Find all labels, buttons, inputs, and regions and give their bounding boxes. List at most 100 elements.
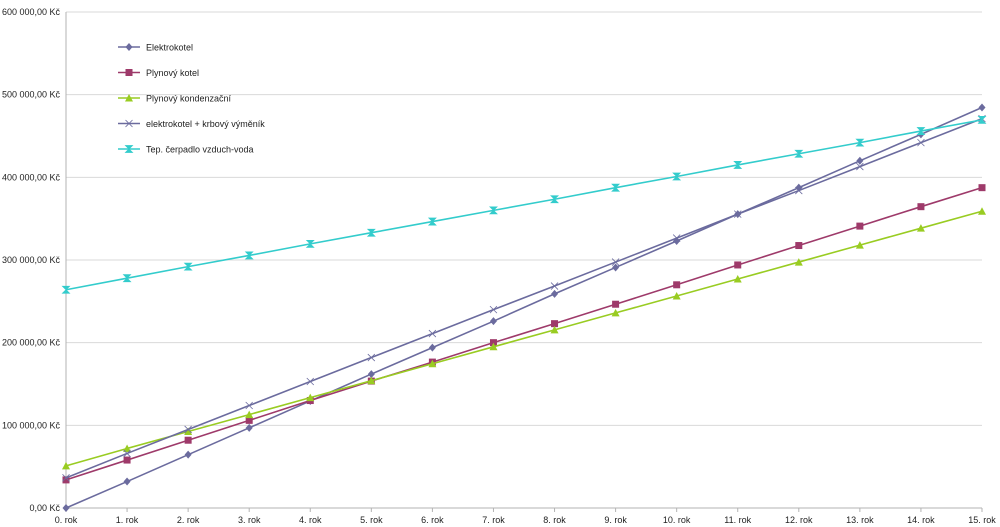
x-tick-label: 12. rok <box>785 515 813 525</box>
y-tick-label: 500 000,00 Kč <box>2 90 61 100</box>
y-tick-label: 600 000,00 Kč <box>2 7 61 17</box>
legend-item: Elektrokotel <box>118 43 193 53</box>
y-tick-label: 0,00 Kč <box>29 503 60 513</box>
x-tick-label: 0. rok <box>55 515 78 525</box>
data-point <box>306 393 315 402</box>
legend-label: Plynový kotel <box>146 68 199 78</box>
x-tick-label: 4. rok <box>299 515 322 525</box>
series-line <box>65 106 983 509</box>
legend-item: elektrokotel + krbový výměník <box>118 119 265 129</box>
x-tick-label: 14. rok <box>907 515 935 525</box>
data-point <box>672 234 681 242</box>
x-tick-label: 8. rok <box>543 515 566 525</box>
data-point <box>428 359 437 368</box>
legend-label: elektrokotel + krbový výměník <box>146 119 265 129</box>
data-point <box>855 138 865 147</box>
data-point <box>489 317 497 326</box>
data-point <box>856 222 864 230</box>
y-tick-label: 100 000,00 Kč <box>2 420 61 430</box>
legend-marker <box>125 94 133 102</box>
data-point <box>612 263 620 272</box>
data-point <box>551 289 559 298</box>
data-point <box>550 325 559 334</box>
x-tick-label: 6. rok <box>421 515 444 525</box>
legend-marker <box>125 43 133 51</box>
series-group <box>61 103 987 512</box>
data-point <box>612 300 620 308</box>
data-point <box>978 103 986 112</box>
data-point <box>183 262 193 271</box>
data-point <box>489 305 498 314</box>
data-point <box>978 207 986 215</box>
gridlines <box>66 11 982 509</box>
x-tick-label: 9. rok <box>604 515 627 525</box>
legend-item: Plynový kondenzační <box>118 94 232 104</box>
legend-item: Plynový kotel <box>118 68 199 78</box>
x-tick-label: 7. rok <box>482 515 505 525</box>
data-point <box>550 195 559 204</box>
legend: Elektrokotel Plynový kotel Plynový kondenz… <box>118 43 265 155</box>
x-tick-label: 13. rok <box>846 515 874 525</box>
data-point <box>245 410 254 419</box>
data-point <box>855 241 864 249</box>
x-tick-label: 1. rok <box>116 515 139 525</box>
data-point <box>489 342 498 351</box>
data-point <box>62 474 70 482</box>
data-point <box>184 427 193 436</box>
data-point <box>305 239 315 248</box>
data-point <box>550 282 559 290</box>
data-point <box>123 456 131 464</box>
series-line <box>65 210 983 467</box>
data-point <box>489 339 497 347</box>
data-point <box>306 377 315 386</box>
series-line <box>65 117 983 479</box>
data-point <box>184 436 192 444</box>
data-point <box>917 203 925 211</box>
data-point <box>123 477 131 486</box>
data-point <box>245 423 253 432</box>
data-point <box>795 186 803 195</box>
legend-label: Plynový kondenzační <box>146 94 232 104</box>
series-2 <box>62 184 986 484</box>
x-tick-label: 10. rok <box>663 515 691 525</box>
legend-marker <box>125 69 133 76</box>
data-point <box>123 449 131 458</box>
data-point <box>916 127 926 135</box>
data-point <box>245 401 253 410</box>
data-point <box>367 376 376 385</box>
data-point <box>184 450 192 459</box>
data-point <box>856 162 864 171</box>
data-point <box>733 161 743 169</box>
data-point <box>489 206 498 215</box>
data-point <box>672 291 681 300</box>
y-tick-label: 300 000,00 Kč <box>2 255 61 265</box>
data-point <box>672 172 682 181</box>
data-point <box>673 281 681 289</box>
data-point <box>428 329 437 338</box>
legend-label: Tep. čerpadlo vzduch-voda <box>146 145 254 155</box>
x-tick-label: 15. rok <box>968 515 996 525</box>
data-point <box>367 353 376 362</box>
data-point <box>977 115 987 124</box>
data-point <box>62 504 70 512</box>
data-point <box>367 370 375 379</box>
x-tick-label: 5. rok <box>360 515 383 525</box>
data-point <box>427 217 437 226</box>
series-line <box>65 119 983 291</box>
data-point <box>795 242 803 250</box>
data-point <box>62 476 70 484</box>
data-point <box>794 258 803 266</box>
data-point <box>733 210 742 218</box>
data-point <box>123 444 132 452</box>
legend-label: Elektrokotel <box>146 43 193 53</box>
data-point <box>917 138 925 147</box>
data-point <box>245 416 253 424</box>
data-point <box>428 343 436 352</box>
data-point <box>978 184 986 192</box>
data-point <box>611 308 620 317</box>
legend-marker <box>125 119 133 128</box>
series-1 <box>62 103 986 512</box>
data-point <box>734 261 742 269</box>
